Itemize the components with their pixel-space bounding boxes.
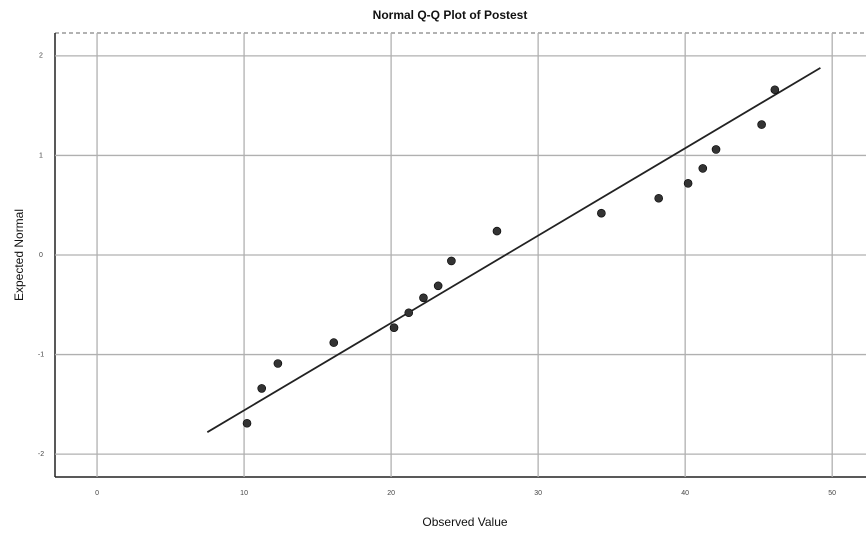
- x-tick-label: 10: [240, 490, 248, 497]
- point: [683, 179, 693, 188]
- x-tick-label: 50: [828, 490, 836, 497]
- point: [597, 208, 606, 218]
- point: [329, 338, 339, 347]
- point: [273, 359, 283, 368]
- point: [242, 418, 252, 428]
- x-axis-label: Observed Value: [422, 515, 507, 529]
- chart-title: Normal Q-Q Plot of Postest: [373, 8, 528, 22]
- x-tick-label: 20: [387, 490, 395, 497]
- y-tick-label: -2: [38, 451, 44, 458]
- x-tick-label: 0: [95, 490, 99, 497]
- point: [433, 281, 443, 291]
- reference-line: [206, 67, 821, 433]
- y-tick-label: 0: [39, 252, 43, 259]
- point: [404, 308, 414, 318]
- point: [654, 193, 663, 203]
- point: [419, 293, 428, 303]
- point: [757, 120, 766, 129]
- point: [711, 145, 721, 154]
- y-tick-label: -1: [38, 351, 44, 358]
- point: [257, 384, 267, 393]
- y-tick-label: 2: [39, 53, 43, 60]
- point: [698, 164, 708, 173]
- x-tick-label: 40: [681, 490, 689, 497]
- point: [389, 323, 399, 332]
- x-tick-label: 30: [534, 490, 542, 497]
- y-tick-label: 1: [39, 152, 43, 159]
- point: [447, 256, 456, 266]
- y-axis-label: Expected Normal: [12, 209, 26, 301]
- point: [492, 226, 502, 236]
- point: [770, 85, 780, 95]
